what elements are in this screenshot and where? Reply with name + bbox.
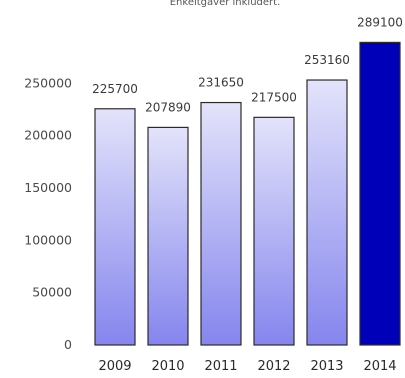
x-tick-label: 2012 <box>257 359 290 374</box>
chart-subtitle: Enkeltgaver inkludert. <box>170 0 281 8</box>
y-tick-label: 200000 <box>24 128 72 143</box>
x-tick-label: 2011 <box>204 359 237 374</box>
x-tick-label: 2013 <box>310 359 343 374</box>
bar-2012 <box>253 116 295 346</box>
x-tick-label: 2009 <box>98 359 131 374</box>
data-label: 225700 <box>92 82 138 96</box>
bar-2009 <box>94 108 136 346</box>
x-tick-label: 2010 <box>151 359 184 374</box>
bar-2014 <box>359 41 401 346</box>
x-tick-label: 2014 <box>363 359 396 374</box>
data-label: 289100 <box>357 15 403 29</box>
data-label: 231650 <box>198 76 244 90</box>
data-label: 253160 <box>304 53 350 67</box>
y-tick-label: 0 <box>64 337 72 352</box>
data-label: 207890 <box>145 100 191 114</box>
x-axis: 2009 2010 2011 2012 2013 2014 <box>98 359 396 374</box>
bar-series: 225700 207890 231650 217500 253160 289100 <box>92 15 403 346</box>
y-tick-label: 50000 <box>32 285 72 300</box>
y-tick-label: 150000 <box>24 180 72 195</box>
y-tick-label: 250000 <box>24 75 72 90</box>
y-axis: 0 50000 100000 150000 200000 250000 <box>24 75 72 352</box>
bar-2011 <box>200 101 242 346</box>
bar-2013 <box>306 79 348 346</box>
bar-2010 <box>147 126 189 346</box>
y-tick-label: 100000 <box>24 232 72 247</box>
data-label: 217500 <box>251 90 297 104</box>
